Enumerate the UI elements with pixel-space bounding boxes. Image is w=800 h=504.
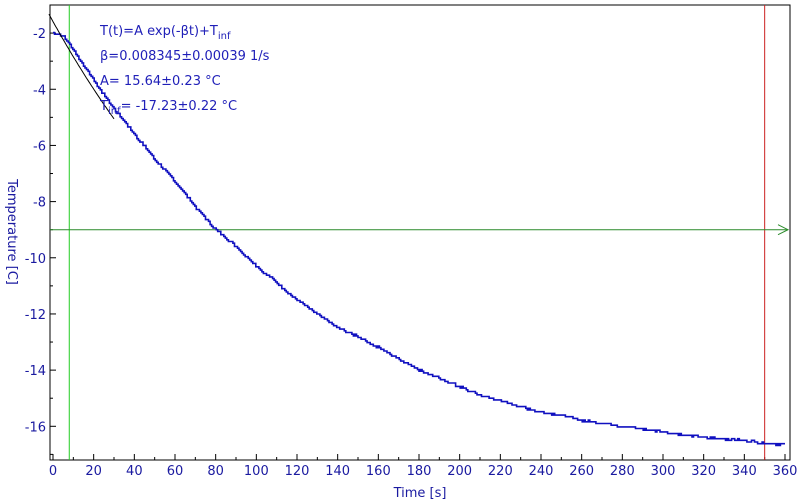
annotation-model: T(t)=A exp(-βt)+Tinf: [99, 24, 231, 42]
y-tick-label: -2: [33, 27, 46, 42]
x-tick-label: 260: [569, 464, 594, 479]
x-tick-label: 0: [49, 464, 57, 479]
annotation-beta: β=0.008345±0.00039 1/s: [100, 49, 270, 64]
x-tick-label: 80: [207, 464, 224, 479]
x-tick-label: 300: [651, 464, 676, 479]
y-tick-label: -14: [25, 364, 46, 379]
x-tick-label: 20: [85, 464, 102, 479]
x-tick-label: 200: [447, 464, 472, 479]
y-tick-label: -16: [25, 420, 46, 435]
x-tick-label: 280: [610, 464, 635, 479]
x-tick-label: 100: [244, 464, 269, 479]
markers: [50, 5, 790, 460]
y-tick-label: -12: [25, 308, 46, 323]
y-tick-label: -4: [33, 83, 46, 98]
x-tick-label: 360: [773, 464, 798, 479]
level-line-arrow-icon: [777, 224, 790, 236]
annotation-amplitude: A= 15.64±0.23 °C: [100, 74, 221, 89]
x-tick-label: 160: [366, 464, 391, 479]
x-tick-label: 120: [285, 464, 310, 479]
y-tick-label: -10: [25, 252, 46, 267]
annotation-tinf: Tinf= -17.23±0.22 °C: [99, 99, 237, 117]
temperature-series-line: [53, 31, 785, 447]
x-tick-label: 340: [732, 464, 757, 479]
x-tick-label: 240: [529, 464, 554, 479]
y-tick-label: -8: [33, 196, 46, 211]
x-tick-label: 60: [167, 464, 184, 479]
y-tick-label: -6: [33, 139, 46, 154]
y-axis-title: Temperature [C]: [4, 178, 19, 285]
plot-frame: [49, 4, 791, 461]
x-tick-label: 180: [407, 464, 432, 479]
ticks: 0 20 40 60 80 100 120 140 160 180 200 220 240 260 280 3…: [25, 4, 798, 479]
x-axis-title: Time [s]: [393, 486, 447, 501]
series: [48, 13, 785, 447]
x-tick-label: 320: [691, 464, 716, 479]
x-tick-label: 40: [126, 464, 143, 479]
fit-curve-line: [48, 13, 115, 120]
x-tick-label: 220: [488, 464, 513, 479]
x-tick-label: 140: [325, 464, 350, 479]
